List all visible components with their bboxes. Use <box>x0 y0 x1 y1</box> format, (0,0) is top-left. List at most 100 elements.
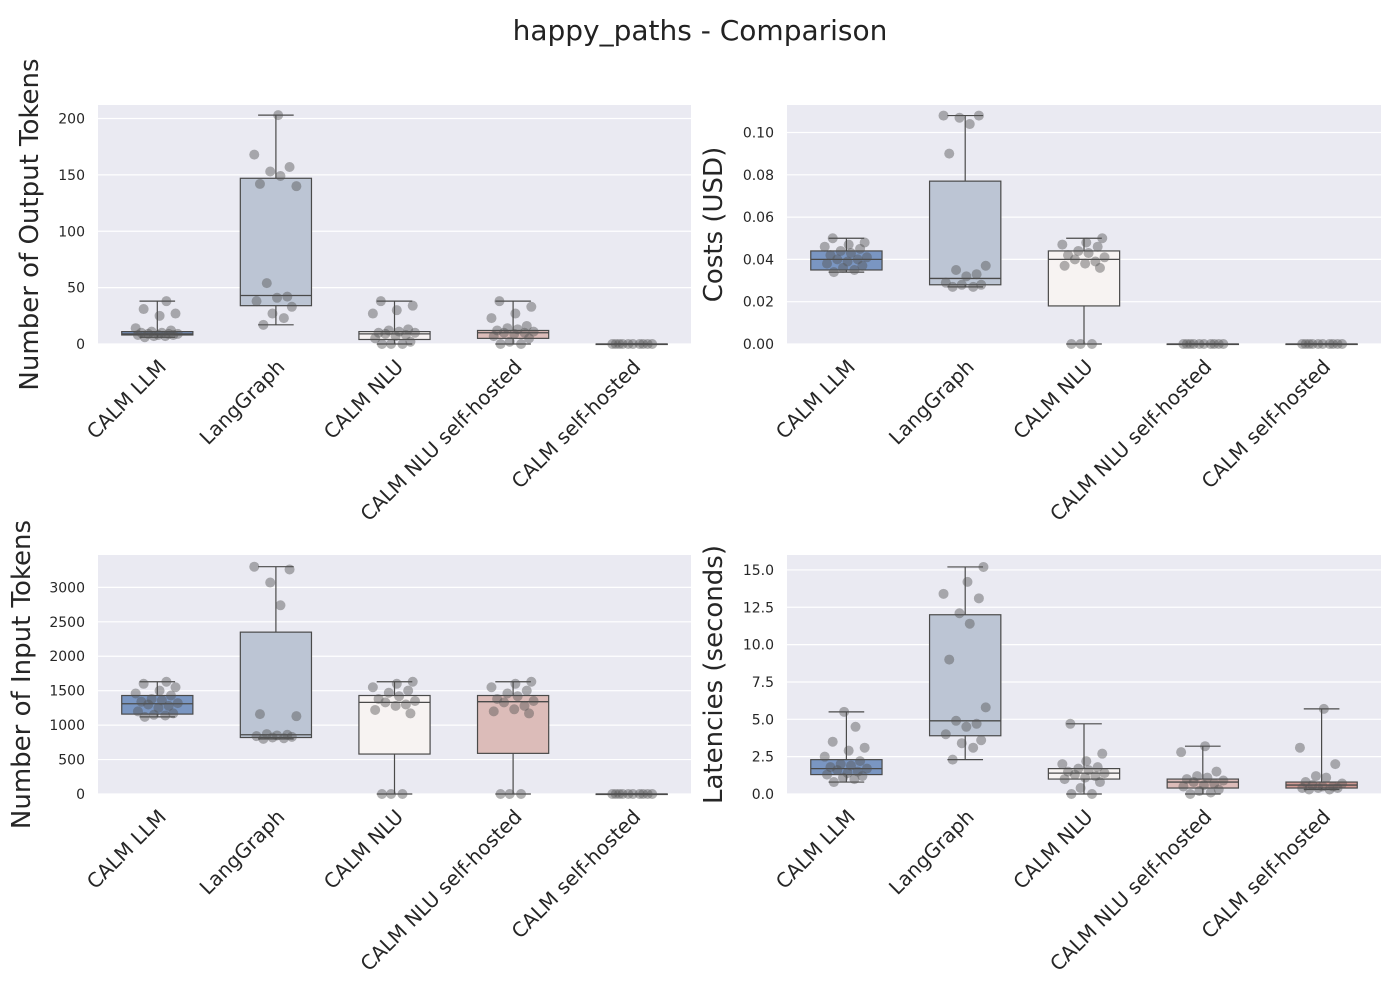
box-1 <box>121 676 194 722</box>
data-point <box>509 704 520 715</box>
data-point <box>403 324 414 335</box>
box-3 <box>358 296 431 349</box>
data-point <box>284 162 295 173</box>
data-point <box>1176 747 1187 758</box>
y-tick-label: 1000 <box>49 718 85 734</box>
data-point <box>400 699 411 710</box>
data-point <box>819 241 830 252</box>
box-body <box>239 631 313 739</box>
data-point <box>284 564 295 575</box>
data-point <box>272 292 283 303</box>
data-point <box>495 789 506 799</box>
data-point <box>1178 339 1189 349</box>
data-point <box>139 711 150 722</box>
x-tick-label: CALM LLM <box>82 355 171 444</box>
data-point <box>1198 780 1209 791</box>
data-point <box>1094 777 1105 788</box>
data-point <box>938 110 949 121</box>
data-point <box>163 328 174 339</box>
box-body <box>928 180 1002 286</box>
data-point <box>956 738 967 749</box>
data-point <box>132 329 143 340</box>
box-body <box>810 250 883 271</box>
data-point <box>1324 339 1335 349</box>
data-point <box>509 328 520 339</box>
x-tick-label: LangGraph <box>195 355 290 450</box>
data-point <box>405 708 416 719</box>
y-tick-label: 1500 <box>49 684 85 700</box>
data-point <box>251 296 262 307</box>
data-point <box>519 700 530 711</box>
data-point <box>138 304 149 315</box>
data-point <box>962 576 973 587</box>
data-point <box>976 279 987 290</box>
data-point <box>610 789 621 799</box>
data-point <box>1181 774 1192 785</box>
data-point <box>857 771 868 782</box>
y-tick-label: 0.02 <box>743 295 774 311</box>
x-tick-label: CALM LLM <box>771 805 860 894</box>
data-point <box>1063 766 1074 777</box>
data-point <box>403 685 414 696</box>
data-point <box>494 296 505 307</box>
data-point <box>832 765 843 776</box>
data-point <box>267 308 278 319</box>
x-tick-label: LangGraph <box>884 805 979 900</box>
data-point <box>526 676 537 687</box>
data-point <box>498 327 509 338</box>
data-point <box>1194 786 1205 797</box>
data-point <box>148 331 159 342</box>
data-point <box>1057 759 1068 770</box>
data-point <box>526 301 537 312</box>
data-point <box>1300 777 1311 788</box>
data-point <box>961 721 972 732</box>
data-point <box>1200 741 1211 752</box>
data-point <box>1178 781 1189 792</box>
data-point <box>1313 783 1324 794</box>
x-tick-label: LangGraph <box>884 355 979 450</box>
data-point <box>627 789 638 799</box>
box-body <box>476 694 550 754</box>
data-point <box>498 697 509 708</box>
data-point <box>273 110 284 121</box>
data-point <box>1097 748 1108 759</box>
data-point <box>1202 772 1213 783</box>
data-point <box>1092 241 1103 252</box>
box-1 <box>810 706 883 788</box>
data-point <box>161 676 172 687</box>
data-point <box>837 772 848 783</box>
y-axis-label: Latencies (seconds) <box>699 545 729 804</box>
data-point <box>132 706 143 717</box>
data-point <box>954 112 965 123</box>
data-point <box>1059 774 1070 785</box>
data-point <box>521 685 532 696</box>
data-point <box>282 291 293 302</box>
data-point <box>373 327 384 338</box>
data-point <box>510 308 521 319</box>
data-point <box>837 262 848 273</box>
data-point <box>1213 784 1224 795</box>
data-point <box>947 754 958 765</box>
data-point <box>282 729 293 740</box>
y-tick-label: 0.00 <box>743 337 774 353</box>
x-tick-label: CALM NLU <box>319 355 408 444</box>
data-point <box>1313 339 1324 349</box>
data-point <box>859 742 870 753</box>
data-point <box>383 325 394 336</box>
box-body <box>358 694 431 755</box>
data-point <box>971 718 982 729</box>
data-point <box>165 325 176 336</box>
data-point <box>617 339 628 349</box>
data-point <box>153 702 164 713</box>
data-point <box>1211 766 1222 777</box>
data-point <box>249 561 260 572</box>
data-point <box>390 331 401 342</box>
data-point <box>976 735 987 746</box>
y-tick-label: 0.04 <box>743 252 774 268</box>
subplot-1: 0 50 100 150 200 Number of Output Tokens CALM … <box>15 58 691 526</box>
data-point <box>1080 258 1091 269</box>
data-point <box>172 328 183 339</box>
data-point <box>383 687 394 698</box>
data-point <box>1307 339 1318 349</box>
data-point <box>1059 260 1070 271</box>
